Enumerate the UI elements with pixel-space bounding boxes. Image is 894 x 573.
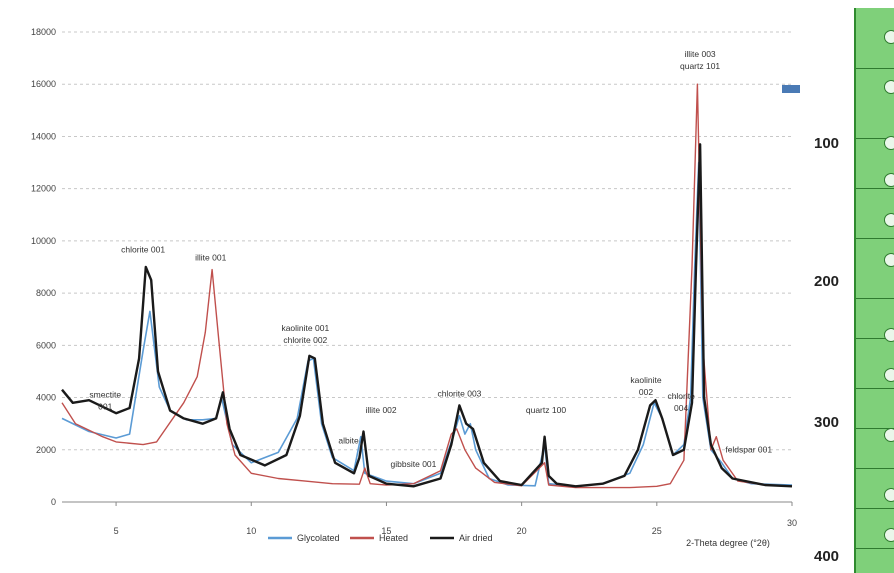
arrow-icon	[782, 85, 800, 93]
legend-label: Heated	[379, 533, 408, 543]
peak-annotation: chlorite	[667, 391, 695, 401]
core-layer-line	[856, 468, 894, 469]
y-tick-label: 10000	[31, 236, 56, 246]
peak-annotation: albite	[338, 435, 359, 445]
core-sample-marker	[884, 136, 894, 150]
x-tick-label: 25	[652, 526, 662, 536]
peak-annotation: quartz 101	[680, 61, 720, 71]
depth-label-300: 300	[814, 414, 840, 431]
core-sample-marker	[884, 253, 894, 267]
peak-annotation: 002	[639, 387, 653, 397]
peak-annotation: smectite	[89, 390, 121, 400]
depth-label-200: 200	[814, 273, 840, 290]
y-tick-label: 14000	[31, 131, 56, 141]
legend-label: Glycolated	[297, 533, 340, 543]
core-sample-marker	[884, 368, 894, 382]
peak-annotation: chlorite 003	[437, 388, 481, 398]
core-sample-marker	[884, 213, 894, 227]
y-tick-label: 4000	[36, 393, 56, 403]
core-layer-line	[856, 298, 894, 299]
core-layer-line	[856, 188, 894, 189]
core-layer-line	[856, 68, 894, 69]
x-tick-labels: 5 10 15 20 25 30	[114, 518, 797, 536]
x-tick-label: 30	[787, 518, 797, 528]
legend-label: Air dried	[459, 533, 493, 543]
series-line-glycolated	[61, 161, 793, 488]
core-sample-marker	[884, 528, 894, 542]
y-tick-label: 18000	[31, 27, 56, 37]
core-layer-line	[856, 548, 894, 549]
peak-annotation: illite 003	[684, 49, 715, 59]
axes	[62, 501, 793, 506]
peak-annotation: kaolinite 001	[281, 323, 329, 333]
core-layer-line	[856, 138, 894, 139]
peak-annotation: chlorite 002	[283, 335, 327, 345]
y-tick-labels: 0 2000 4000 6000 8000 10000 12000 14000 16000 180…	[31, 27, 56, 507]
core-layer-line	[856, 338, 894, 339]
y-tick-label: 2000	[36, 445, 56, 455]
peak-annotation: feldspar 001	[725, 444, 772, 454]
peak-annotation: chlorite 001	[121, 245, 165, 255]
peak-annotation: illite 002	[365, 405, 396, 415]
y-tick-label: 12000	[31, 184, 56, 194]
peak-annotation: gibbsite 001	[391, 459, 437, 469]
depth-core-panel: 100 200 300 400	[806, 0, 894, 573]
core-sample-marker	[884, 428, 894, 442]
core-layer-line	[856, 388, 894, 389]
peak-annotation: 001	[98, 402, 112, 412]
legend: Glycolated Heated Air dried	[268, 533, 493, 543]
y-tick-label: 16000	[31, 79, 56, 89]
y-tick-label: 6000	[36, 340, 56, 350]
x-tick-label: 5	[114, 526, 119, 536]
depth-label-100: 100	[814, 135, 840, 152]
core-column	[854, 8, 894, 573]
grid-lines	[62, 31, 792, 451]
peak-annotations: smectite 001 chlorite 001 illite 001 kaolini…	[89, 49, 772, 469]
x-tick-label: 20	[517, 526, 527, 536]
y-tick-label: 8000	[36, 288, 56, 298]
core-layer-line	[856, 428, 894, 429]
series-lines	[61, 83, 793, 489]
y-tick-label: 0	[51, 497, 56, 507]
core-sample-marker	[884, 488, 894, 502]
series-line-air-dried	[61, 143, 793, 488]
xrd-chart: 0 2000 4000 6000 8000 10000 12000 14000 16000 180…	[31, 27, 800, 548]
series-line-heated	[61, 83, 793, 489]
peak-annotation: quartz 100	[526, 405, 566, 415]
x-tick-label: 10	[246, 526, 256, 536]
peak-annotation: kaolinite	[630, 375, 661, 385]
core-sample-marker	[884, 328, 894, 342]
core-sample-marker	[884, 173, 894, 187]
depth-label-400: 400	[814, 548, 840, 565]
x-axis-label: 2-Theta degree (°2θ)	[686, 538, 770, 548]
core-sample-marker	[884, 80, 894, 94]
x-tick-label: 15	[381, 526, 391, 536]
core-sample-marker	[884, 30, 894, 44]
core-layer-line	[856, 238, 894, 239]
peak-annotation: 004	[674, 403, 688, 413]
peak-annotation: illite 001	[195, 252, 226, 262]
core-layer-line	[856, 508, 894, 509]
